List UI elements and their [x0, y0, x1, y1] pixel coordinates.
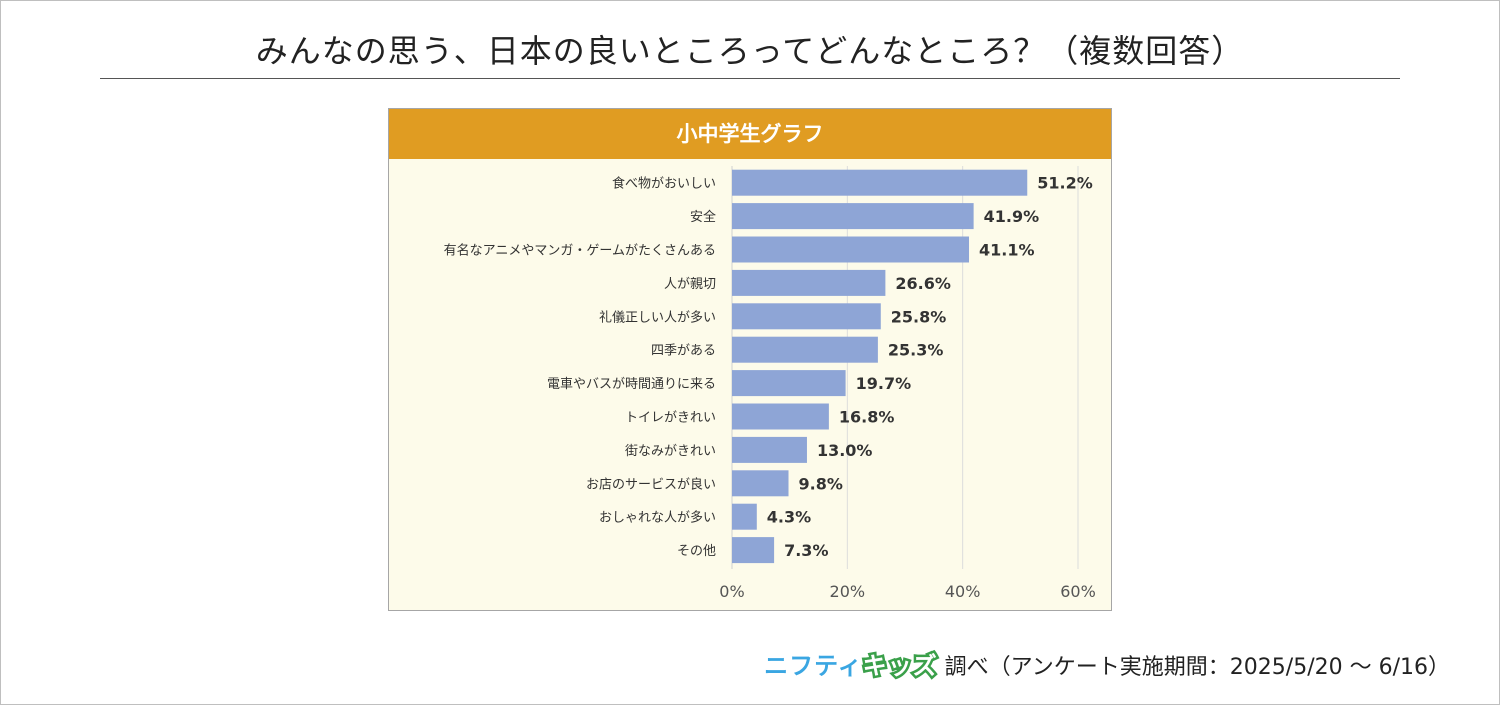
category-label: 電車やバスが時間通りに来る	[547, 377, 716, 392]
data-label: 41.1%	[979, 241, 1035, 260]
category-label: 礼儀正しい人が多い	[599, 309, 716, 325]
bar	[732, 403, 829, 430]
data-label: 41.9%	[984, 207, 1040, 226]
source-note: ニフティキッズ 調べ（アンケート実施期間：2025/5/20 ～ 6/16）	[764, 646, 1450, 683]
category-label: 人が親切	[664, 277, 716, 292]
category-label: おしゃれな人が多い	[599, 510, 716, 526]
category-label: 街なみがきれい	[625, 444, 716, 459]
bar	[732, 436, 807, 463]
bar-chart: 0% 20% 40% 60% 食べ物がおいしい 51.2% 安全 41.9% 有名なアニメやマン…	[444, 166, 1096, 601]
bar	[732, 537, 775, 564]
title-underline	[100, 78, 1400, 79]
data-label: 19.7%	[856, 374, 912, 393]
category-label: 食べ物がおいしい	[612, 176, 716, 192]
brand-logo-kids: キッズ	[860, 650, 939, 683]
data-label: 9.8%	[799, 474, 843, 493]
category-label: トイレがきれい	[625, 411, 716, 426]
data-label: 16.8%	[839, 408, 895, 427]
bar	[732, 269, 886, 296]
bar	[732, 503, 757, 530]
data-label: 7.3%	[784, 541, 828, 560]
bar	[732, 303, 881, 330]
category-label: 四季がある	[651, 344, 716, 359]
chart-title: 小中学生グラフ	[389, 109, 1111, 159]
x-tick-label: 40%	[945, 582, 981, 601]
data-label: 4.3%	[767, 508, 811, 527]
data-label: 13.0%	[817, 441, 873, 460]
x-tick-label: 0%	[719, 582, 744, 601]
bar	[732, 336, 878, 363]
x-tick-label: 20%	[830, 582, 866, 601]
data-label: 25.8%	[891, 307, 947, 326]
bar	[732, 236, 970, 263]
source-text: 調べ（アンケート実施期間：2025/5/20 ～ 6/16）	[944, 655, 1450, 680]
brand-logo-nifty: ニフティ	[764, 652, 863, 680]
page-title: みんなの思う、日本の良いところってどんなところ？（複数回答）	[255, 32, 1245, 70]
bar	[732, 470, 789, 497]
category-label: お店のサービスが良い	[586, 476, 716, 492]
bar	[732, 169, 1028, 196]
data-label: 25.3%	[888, 341, 944, 360]
bar	[732, 370, 846, 397]
chart-panel: 小中学生グラフ 0% 20% 40% 60% 食べ物がおいしい 51.2% 安全 41.9% 有…	[388, 108, 1112, 611]
data-label: 51.2%	[1037, 174, 1093, 193]
category-label: 有名なアニメやマンガ・ゲームがたくさんある	[444, 243, 716, 259]
data-label: 26.6%	[895, 274, 951, 293]
category-label: 安全	[690, 209, 716, 225]
bar	[732, 203, 974, 230]
category-label: その他	[677, 544, 716, 559]
x-tick-label: 60%	[1060, 582, 1096, 601]
